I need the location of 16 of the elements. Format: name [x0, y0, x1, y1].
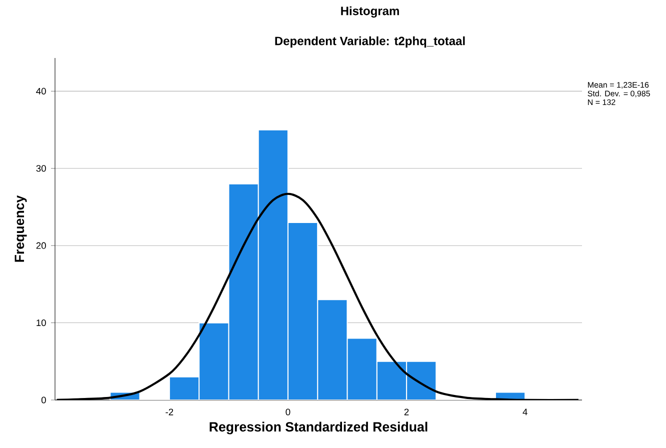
- x-tick-label: 2: [404, 408, 409, 416]
- y-tick-label: 10: [36, 319, 46, 326]
- chart-subtitle: Dependent Variable: t2phq_totaal: [275, 36, 465, 48]
- text: Mean = 1,23E-16: [588, 82, 649, 89]
- y-axis-title: Frequency: [14, 195, 27, 262]
- x-tick-label: 4: [522, 408, 528, 416]
- text: Std. Dev. = 0,985: [588, 90, 650, 98]
- chart-title: Histogram: [341, 6, 399, 18]
- x-tick-label: -2: [166, 408, 174, 416]
- y-tick-label: 0: [41, 396, 46, 404]
- y-tick-label: 20: [36, 242, 46, 249]
- y-tick-label: 30: [36, 165, 46, 172]
- x-tick-label: 0: [286, 408, 290, 416]
- text: N = 132: [588, 99, 616, 106]
- y-tick-label: 40: [36, 88, 46, 94]
- x-axis-title: Regression Standardized Residual: [210, 422, 428, 434]
